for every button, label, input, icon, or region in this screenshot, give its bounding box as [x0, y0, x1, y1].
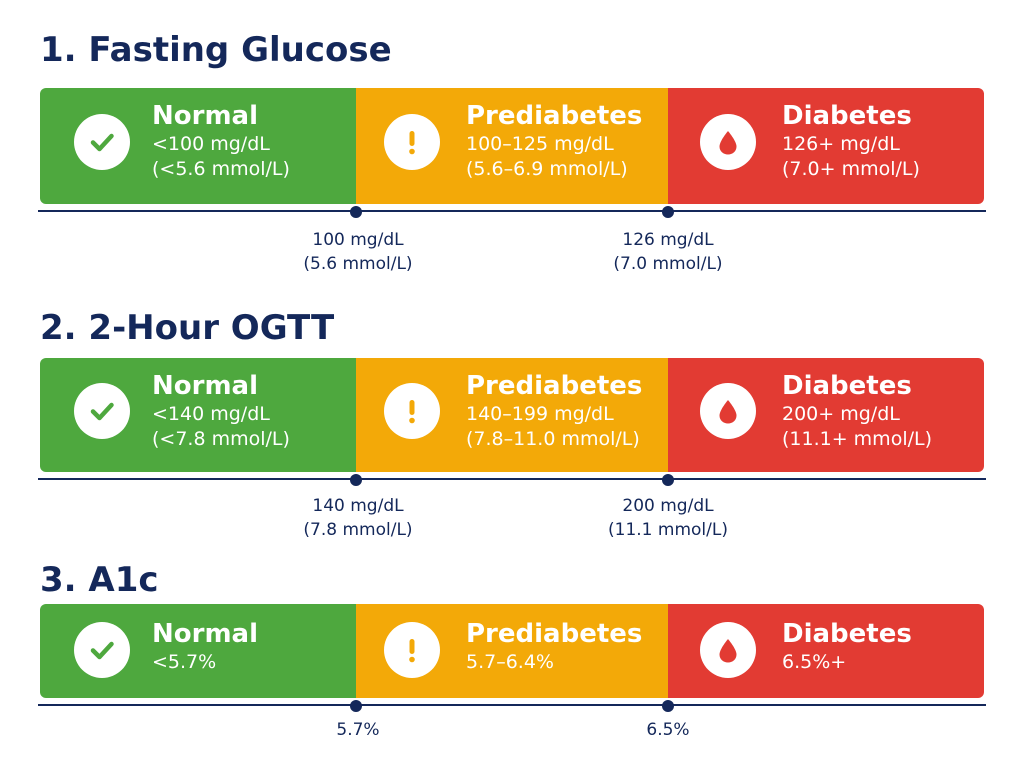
blood-drop-icon — [700, 383, 756, 439]
range-primary: 200+ mg/dL — [782, 403, 900, 425]
segment-normal: Normal <5.7% — [40, 604, 356, 698]
threshold-marker — [662, 206, 674, 218]
checkmark-icon — [74, 114, 130, 170]
range-secondary: (7.0+ mmol/L) — [782, 158, 920, 180]
range-primary: 140–199 mg/dL — [466, 403, 614, 425]
range-bar: Normal <100 mg/dL (<5.6 mmol/L) Prediabe… — [40, 88, 984, 204]
threshold-value: 6.5% — [646, 720, 690, 740]
segment-diabetes: Diabetes 200+ mg/dL (11.1+ mmol/L) — [668, 358, 984, 472]
range-primary: <140 mg/dL — [152, 403, 270, 425]
segment-label: Prediabetes — [466, 371, 643, 401]
segment-text: Diabetes 126+ mg/dL (7.0+ mmol/L) — [782, 100, 920, 182]
threshold-marker — [662, 474, 674, 486]
segment-text: Prediabetes 140–199 mg/dL (7.8–11.0 mmol… — [466, 370, 642, 452]
range-primary: 126+ mg/dL — [782, 133, 900, 155]
range-secondary: (7.8–11.0 mmol/L) — [466, 428, 640, 450]
threshold-axis — [38, 210, 986, 212]
segment-diabetes: Diabetes 126+ mg/dL (7.0+ mmol/L) — [668, 88, 984, 204]
checkmark-icon — [74, 622, 130, 678]
segment-label: Prediabetes — [466, 619, 643, 649]
segment-label: Diabetes — [782, 101, 912, 131]
segment-text: Prediabetes 100–125 mg/dL (5.6–6.9 mmol/… — [466, 100, 642, 182]
threshold-label: 5.7% — [268, 718, 448, 742]
segment-label: Normal — [152, 101, 258, 131]
threshold-marker — [350, 206, 362, 218]
segment-normal: Normal <100 mg/dL (<5.6 mmol/L) — [40, 88, 356, 204]
segment-normal: Normal <140 mg/dL (<7.8 mmol/L) — [40, 358, 356, 472]
range-primary: <100 mg/dL — [152, 133, 270, 155]
threshold-axis — [38, 704, 986, 706]
range-secondary: (<5.6 mmol/L) — [152, 158, 290, 180]
segment-label: Normal — [152, 619, 258, 649]
section-a1c: 3. A1c Normal <5.7% Prediabetes 5.7–6.4% — [0, 560, 1024, 760]
segment-text: Diabetes 200+ mg/dL (11.1+ mmol/L) — [782, 370, 932, 452]
range-secondary: (<7.8 mmol/L) — [152, 428, 290, 450]
checkmark-icon — [74, 383, 130, 439]
exclamation-icon — [384, 383, 440, 439]
segment-label: Normal — [152, 371, 258, 401]
blood-drop-icon — [700, 622, 756, 678]
threshold-label: 200 mg/dL (11.1 mmol/L) — [578, 494, 758, 542]
range-bar: Normal <5.7% Prediabetes 5.7–6.4% Diabet… — [40, 604, 984, 698]
segment-text: Prediabetes 5.7–6.4% — [466, 618, 642, 675]
section-title: 3. A1c — [40, 560, 159, 600]
segment-label: Diabetes — [782, 371, 912, 401]
threshold-value-mmol: (5.6 mmol/L) — [303, 254, 413, 274]
segment-text: Normal <140 mg/dL (<7.8 mmol/L) — [152, 370, 290, 452]
segment-prediabetes: Prediabetes 140–199 mg/dL (7.8–11.0 mmol… — [356, 358, 668, 472]
range-primary: 5.7–6.4% — [466, 651, 554, 673]
segment-label: Prediabetes — [466, 101, 643, 131]
section-fasting-glucose: 1. Fasting Glucose Normal <100 mg/dL (<5… — [0, 30, 1024, 280]
threshold-value-mmol: (11.1 mmol/L) — [608, 520, 728, 540]
threshold-value-mmol: (7.0 mmol/L) — [613, 254, 723, 274]
threshold-value: 100 mg/dL — [312, 230, 404, 250]
segment-prediabetes: Prediabetes 5.7–6.4% — [356, 604, 668, 698]
range-secondary: (11.1+ mmol/L) — [782, 428, 932, 450]
segment-label: Diabetes — [782, 619, 912, 649]
exclamation-icon — [384, 622, 440, 678]
threshold-value-mmol: (7.8 mmol/L) — [303, 520, 413, 540]
threshold-marker — [350, 474, 362, 486]
segment-text: Diabetes 6.5%+ — [782, 618, 912, 675]
threshold-marker — [662, 700, 674, 712]
section-2-hour-ogtt: 2. 2-Hour OGTT Normal <140 mg/dL (<7.8 m… — [0, 308, 1024, 548]
blood-drop-icon — [700, 114, 756, 170]
threshold-axis — [38, 478, 986, 480]
threshold-label: 126 mg/dL (7.0 mmol/L) — [578, 228, 758, 276]
threshold-value: 140 mg/dL — [312, 496, 404, 516]
section-title: 1. Fasting Glucose — [40, 30, 392, 70]
threshold-label: 140 mg/dL (7.8 mmol/L) — [268, 494, 448, 542]
segment-diabetes: Diabetes 6.5%+ — [668, 604, 984, 698]
threshold-marker — [350, 700, 362, 712]
threshold-value: 126 mg/dL — [622, 230, 714, 250]
segment-text: Normal <100 mg/dL (<5.6 mmol/L) — [152, 100, 290, 182]
range-secondary: (5.6–6.9 mmol/L) — [466, 158, 628, 180]
range-primary: <5.7% — [152, 651, 217, 673]
threshold-value: 5.7% — [336, 720, 380, 740]
threshold-label: 100 mg/dL (5.6 mmol/L) — [268, 228, 448, 276]
segment-prediabetes: Prediabetes 100–125 mg/dL (5.6–6.9 mmol/… — [356, 88, 668, 204]
exclamation-icon — [384, 114, 440, 170]
range-primary: 6.5%+ — [782, 651, 847, 673]
threshold-label: 6.5% — [578, 718, 758, 742]
threshold-value: 200 mg/dL — [622, 496, 714, 516]
range-bar: Normal <140 mg/dL (<7.8 mmol/L) Prediabe… — [40, 358, 984, 472]
segment-text: Normal <5.7% — [152, 618, 258, 675]
section-title: 2. 2-Hour OGTT — [40, 308, 335, 348]
range-primary: 100–125 mg/dL — [466, 133, 614, 155]
